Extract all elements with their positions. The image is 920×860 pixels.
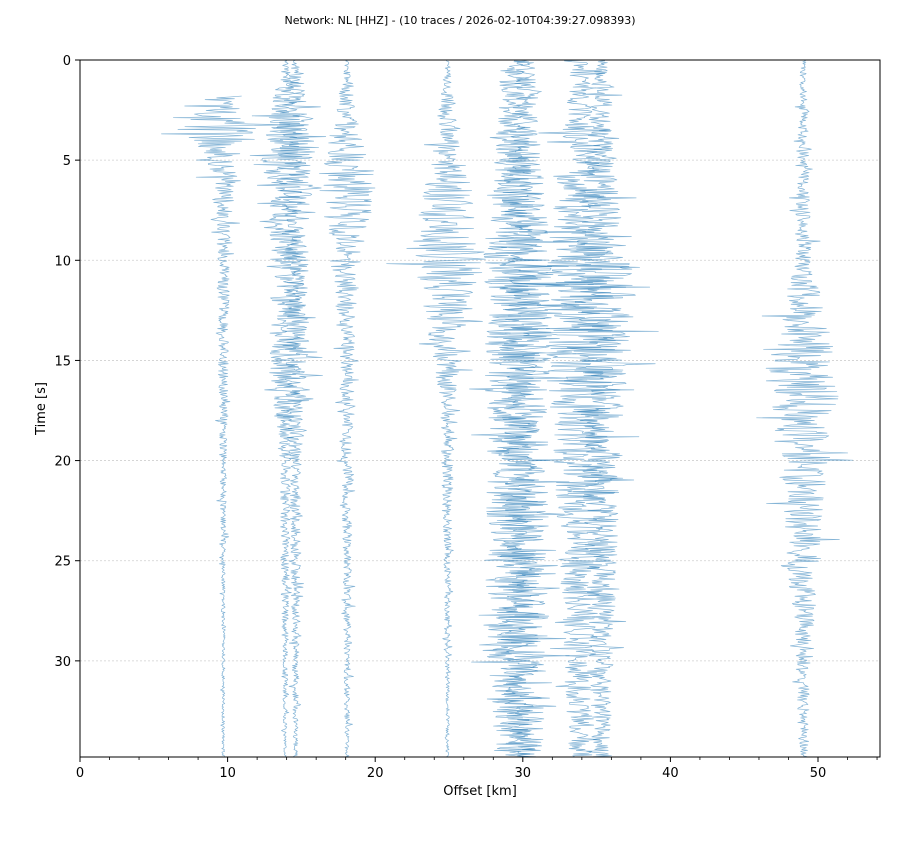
y-gridlines	[80, 159, 880, 662]
y-tick-label: 0	[63, 54, 71, 69]
seismic-trace	[469, 60, 569, 757]
x-tick-label: 50	[810, 766, 827, 781]
seismic-trace	[161, 95, 291, 757]
y-tick-label: 10	[54, 254, 71, 269]
y-axis: 0 5 10 15 20 25 30	[54, 54, 80, 670]
x-tick-label: 40	[662, 766, 679, 781]
x-tick-label: 10	[219, 766, 236, 781]
y-tick-label: 30	[54, 655, 71, 670]
y-tick-label: 15	[54, 354, 71, 369]
chart-title: Network: NL [HHZ] - (10 traces / 2026-02…	[284, 14, 635, 27]
y-tick-label: 25	[54, 555, 71, 570]
y-axis-label: Time [s]	[34, 382, 49, 436]
x-axis: 0 10 20 30 40 50	[76, 757, 878, 781]
x-tick-label: 20	[367, 766, 384, 781]
seismic-trace	[386, 60, 486, 757]
seismic-trace	[276, 60, 327, 757]
seismic-trace	[756, 60, 854, 757]
x-tick-label: 0	[76, 766, 84, 781]
y-tick-label: 20	[54, 455, 71, 470]
plot-frame	[79, 59, 881, 758]
x-axis-label: Offset [km]	[443, 784, 517, 799]
seismic-trace	[471, 60, 580, 757]
trace-group	[161, 60, 854, 757]
seismic-trace	[536, 60, 656, 757]
x-tick-label: 30	[515, 766, 532, 781]
seismic-trace	[319, 60, 376, 757]
y-tick-label: 5	[63, 154, 71, 169]
seismic-trace	[249, 60, 319, 757]
